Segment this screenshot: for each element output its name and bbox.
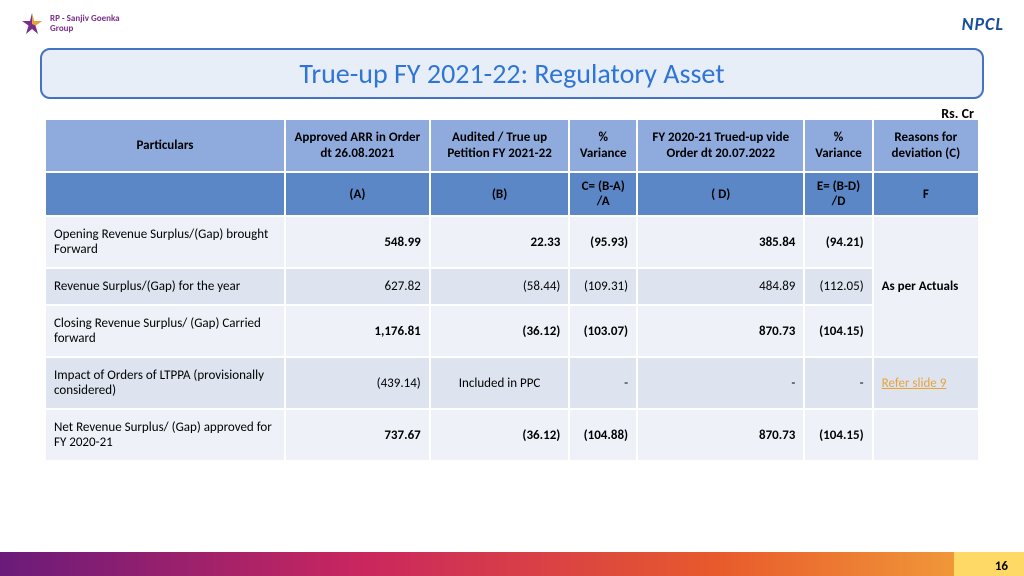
cell: 870.73 [637,305,804,357]
table-row: Closing Revenue Surplus/ (Gap) Carried f… [45,305,979,357]
table-row: Opening Revenue Surplus/(Gap) brought Fo… [45,216,979,268]
cell: 627.82 [285,268,430,305]
regulatory-asset-table: Particulars Approved ARR in Order dt 26.… [44,118,980,462]
cell-label: Net Revenue Surplus/ (Gap) approved for … [45,409,285,461]
col-reasons: Reasons for deviation (C) [873,119,979,172]
table-formula-row: (A) (B) C= (B-A) /A ( D) E= (B-D) /D F [45,172,979,216]
cell: (36.12) [430,305,570,357]
footer-stripe: 16 [0,552,1024,576]
cell-label: Revenue Surplus/(Gap) for the year [45,268,285,305]
page-number: 16 [995,559,1008,574]
table-row: Revenue Surplus/(Gap) for the year 627.8… [45,268,979,305]
col-variance1: % Variance [569,119,637,172]
reasons-span-cell: As per Actuals [873,216,979,357]
cell: (104.15) [804,409,872,461]
formula-c: C= (B-A) /A [569,172,637,216]
cell: (94.21) [804,216,872,268]
formula-b: (B) [430,172,570,216]
cell: (109.31) [569,268,637,305]
col-trued-up: FY 2020-21 Trued-up vide Order dt 20.07.… [637,119,804,172]
logo-left-line2: Group [50,24,120,34]
cell-label: Opening Revenue Surplus/(Gap) brought Fo… [45,216,285,268]
cell: (104.88) [569,409,637,461]
formula-e: E= (B-D) /D [804,172,872,216]
cell: 548.99 [285,216,430,268]
cell-label: Impact of Orders of LTPPA (provisionally… [45,357,285,409]
formula-blank [45,172,285,216]
cell: (104.15) [804,305,872,357]
col-audited: Audited / True up Petition FY 2021-22 [430,119,570,172]
cell: - [637,357,804,409]
logo-right: NPCL [962,13,1004,35]
refer-slide-link[interactable]: Refer slide 9 [873,357,979,409]
cell: 484.89 [637,268,804,305]
col-approved-arr: Approved ARR in Order dt 26.08.2021 [285,119,430,172]
cell: (103.07) [569,305,637,357]
cell: Included in PPC [430,357,570,409]
cell: (439.14) [285,357,430,409]
formula-d: ( D) [637,172,804,216]
logo-left: RP - Sanjiv Goenka Group [20,12,120,36]
page-title: True-up FY 2021-22: Regulatory Asset [42,56,982,91]
table-row: Impact of Orders of LTPPA (provisionally… [45,357,979,409]
col-particulars: Particulars [45,119,285,172]
cell: 1,176.81 [285,305,430,357]
header-bar: RP - Sanjiv Goenka Group NPCL [0,0,1024,44]
col-variance2: % Variance [804,119,872,172]
table-container: Particulars Approved ARR in Order dt 26.… [0,118,1024,462]
cell: 385.84 [637,216,804,268]
formula-a: (A) [285,172,430,216]
table-header-row: Particulars Approved ARR in Order dt 26.… [45,119,979,172]
cell [873,409,979,461]
cell: 737.67 [285,409,430,461]
cell: (58.44) [430,268,570,305]
cell: (95.93) [569,216,637,268]
cell: - [804,357,872,409]
cell-label: Closing Revenue Surplus/ (Gap) Carried f… [45,305,285,357]
title-box: True-up FY 2021-22: Regulatory Asset [40,48,984,99]
cell: - [569,357,637,409]
table-body: Opening Revenue Surplus/(Gap) brought Fo… [45,216,979,461]
formula-f: F [873,172,979,216]
cell: 22.33 [430,216,570,268]
cell: (36.12) [430,409,570,461]
cell: 870.73 [637,409,804,461]
cell: (112.05) [804,268,872,305]
star-icon [20,12,44,36]
table-row: Net Revenue Surplus/ (Gap) approved for … [45,409,979,461]
